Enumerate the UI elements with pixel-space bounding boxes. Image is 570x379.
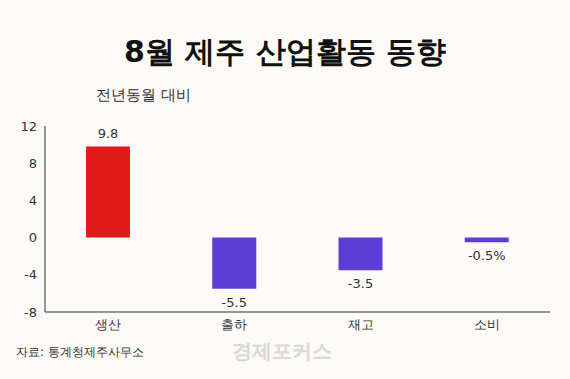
svg-text:-3.5: -3.5 <box>348 276 373 291</box>
svg-text:소비: 소비 <box>474 317 500 332</box>
html-text:전년동월 대비: 전년동월 대비 <box>96 86 191 104</box>
svg-text:-0.5%: -0.5% <box>468 248 506 263</box>
svg-text:-5.5: -5.5 <box>222 295 247 310</box>
html-text:8월 제주 산업활동 동향: 8월 제주 산업활동 동향 <box>123 34 447 69</box>
html-text:경제포커스: 경제포커스 <box>232 339 332 363</box>
svg-text:-8: -8 <box>24 305 37 320</box>
svg-text:4: 4 <box>29 193 37 208</box>
html-text:자료: 통계청제주사무소: 자료: 통계청제주사무소 <box>16 345 144 359</box>
svg-text:생산: 생산 <box>95 317 121 332</box>
svg-text:0: 0 <box>29 230 37 245</box>
svg-text:12: 12 <box>20 119 37 134</box>
svg-text:9.8: 9.8 <box>98 126 119 141</box>
svg-text:재고: 재고 <box>348 317 374 332</box>
svg-text:-4: -4 <box>24 267 37 282</box>
svg-text:출하: 출하 <box>221 317 247 332</box>
svg-text:8: 8 <box>29 156 37 171</box>
